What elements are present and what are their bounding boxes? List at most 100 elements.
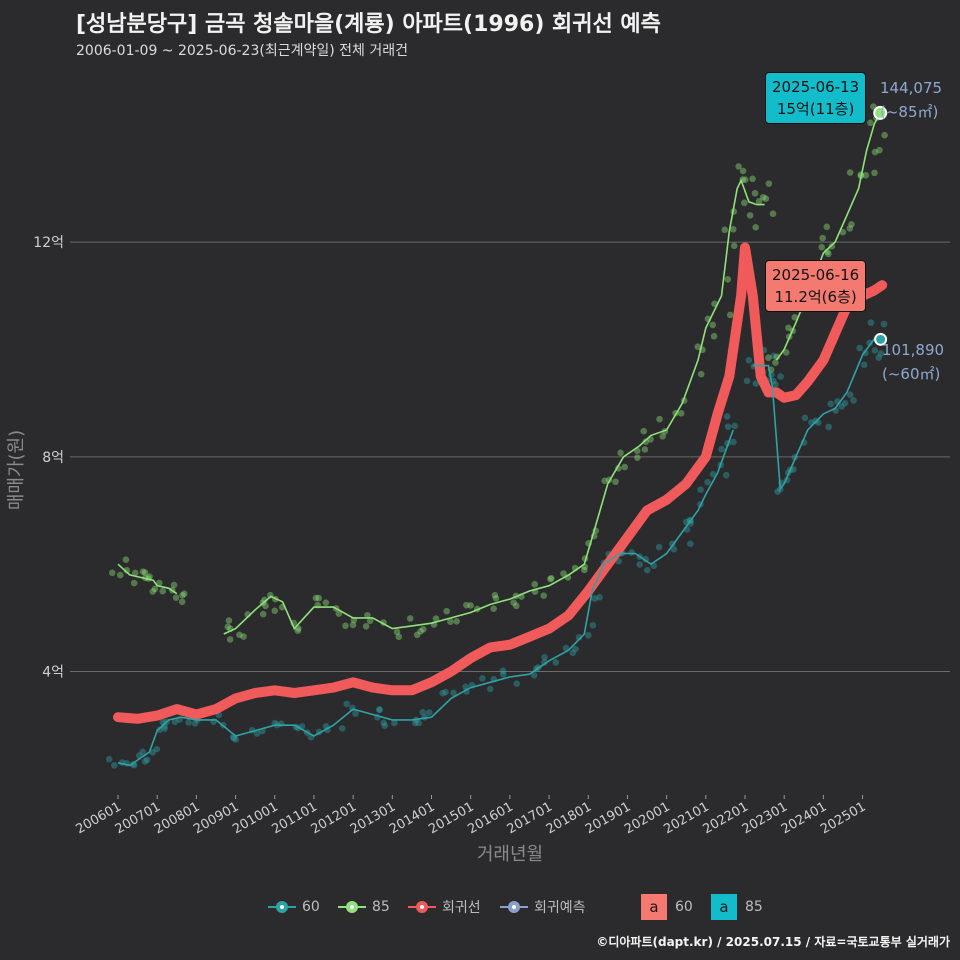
scatter-point-85 xyxy=(749,175,756,183)
scatter-point-60 xyxy=(442,688,449,696)
scatter-point-60 xyxy=(628,549,636,556)
scatter-point-85 xyxy=(741,176,749,183)
scatter-point-85 xyxy=(634,454,641,461)
scatter-point-85 xyxy=(735,163,742,170)
scatter-point-85 xyxy=(108,569,116,577)
endpoint-60 xyxy=(874,332,888,346)
scatter-point-85 xyxy=(364,611,371,619)
scatter-point-85 xyxy=(612,478,619,486)
scatter-point-85 xyxy=(179,591,186,599)
scatter-point-60 xyxy=(589,621,597,629)
legend-item-regression: 회귀선 xyxy=(408,893,481,921)
scatter-point-60 xyxy=(877,350,885,357)
scatter-point-85 xyxy=(640,427,648,435)
scatter-point-60 xyxy=(572,645,579,653)
scatter-point-85 xyxy=(642,438,650,445)
legend-label-85: 85 xyxy=(372,899,390,915)
regression-line xyxy=(113,242,888,724)
legend-label-60: 60 xyxy=(302,899,320,915)
scatter-point-60 xyxy=(343,700,351,708)
scatter-point-60 xyxy=(161,725,168,732)
series-endpoints xyxy=(873,105,888,346)
chart-subtitle: 2006-01-09 ~ 2025-06-23(최근계약일) 전체 거래건 xyxy=(76,43,408,59)
scatter-point-85 xyxy=(871,148,879,156)
scatter-point-85 xyxy=(146,573,153,580)
scatter-point-85 xyxy=(677,410,685,417)
scatter-point-85 xyxy=(419,625,427,633)
scatter-point-85 xyxy=(362,622,370,630)
scatter-point-85 xyxy=(490,605,497,612)
scatter-point-60 xyxy=(139,748,146,756)
annotation-85-badge: 2025-06-13 15억(11층) xyxy=(765,72,867,124)
scatter-point-85 xyxy=(447,618,454,625)
scatter-point-85 xyxy=(823,223,831,231)
series-lines xyxy=(113,112,888,767)
scatter-point-60 xyxy=(591,595,599,602)
scatter-point-85 xyxy=(240,633,247,640)
scatter-point-85 xyxy=(432,615,440,622)
annotation-60-area: (~60㎡) xyxy=(882,365,941,383)
scatter-point-60 xyxy=(153,745,161,753)
scatter-point-85 xyxy=(315,594,323,602)
scatter-point-60 xyxy=(709,470,717,478)
footer-credit: ©디아파트(dapt.kr) / 2025.07.15 / 자료=국토교통부 실… xyxy=(596,935,950,949)
scatter-point-85 xyxy=(170,581,178,589)
legend-label-regression: 회귀선 xyxy=(442,900,481,916)
scatter-point-85 xyxy=(139,568,147,575)
scatter-point-85 xyxy=(417,627,424,635)
scatter-point-85 xyxy=(259,610,267,618)
scatter-point-85 xyxy=(641,446,649,453)
scatter-point-85 xyxy=(726,311,734,319)
scatter-point-60 xyxy=(105,755,113,763)
legend-item-prediction: 회귀예측 xyxy=(500,893,586,921)
scatter-point-85 xyxy=(225,617,233,624)
scatter-point-60 xyxy=(143,756,151,764)
scatter-point-85 xyxy=(531,580,538,588)
scatter-point-60 xyxy=(752,380,760,387)
scatter-point-60 xyxy=(562,644,570,652)
scatter-point-60 xyxy=(110,761,118,769)
scatter-point-60 xyxy=(731,422,739,430)
annotation-60-badge: 2025-06-16 11.2억(6층) xyxy=(765,260,867,312)
scatter-point-85 xyxy=(772,359,779,367)
scatter-point-85 xyxy=(848,221,855,228)
scatter-point-60 xyxy=(850,397,857,404)
legend-key-prediction xyxy=(500,893,528,921)
scatter-point-60 xyxy=(338,725,346,732)
scatter-point-85 xyxy=(656,415,663,423)
scatter-point-60 xyxy=(743,377,751,385)
scatter-point-60 xyxy=(704,478,711,486)
scatter-point-85 xyxy=(467,602,474,609)
scatter-point-85 xyxy=(601,477,608,485)
scatter-point-60 xyxy=(552,659,560,666)
scatter-point-60 xyxy=(141,758,149,765)
scatter-point-85 xyxy=(710,332,718,340)
scatter-points xyxy=(105,103,888,769)
scatter-point-85 xyxy=(262,602,269,610)
scatter-point-60 xyxy=(499,667,507,675)
annotation-60-side: 101,890 (~60㎡) xyxy=(882,338,944,386)
scatter-point-85 xyxy=(540,592,547,599)
scatter-point-60 xyxy=(860,361,868,369)
legend-box-85: a xyxy=(711,894,737,920)
scatter-point-60 xyxy=(479,675,486,682)
scatter-point-85 xyxy=(846,225,854,232)
y-axis-ticks: 4억 8억 12억 xyxy=(33,235,64,680)
scatter-point-85 xyxy=(406,615,414,622)
scatter-point-85 xyxy=(156,579,163,587)
scatter-point-60 xyxy=(352,710,359,717)
scatter-point-85 xyxy=(261,596,268,604)
scatter-point-85 xyxy=(294,627,302,634)
annotation-60-price: 11.2억(6층) xyxy=(774,288,857,306)
scatter-point-85 xyxy=(510,599,517,606)
scatter-point-60 xyxy=(723,413,731,420)
scatter-point-85 xyxy=(413,631,421,639)
scatter-point-85 xyxy=(312,594,320,602)
scatter-point-60 xyxy=(724,423,732,431)
x-axis-ticks: 2006012007012008012009012010012011012012… xyxy=(74,795,869,837)
scatter-point-60 xyxy=(722,471,730,479)
scatter-point-85 xyxy=(322,599,330,607)
scatter-point-85 xyxy=(547,575,554,583)
scatter-point-85 xyxy=(721,226,729,234)
annotation-85-side: 144,075 (~85㎡) xyxy=(880,76,942,124)
